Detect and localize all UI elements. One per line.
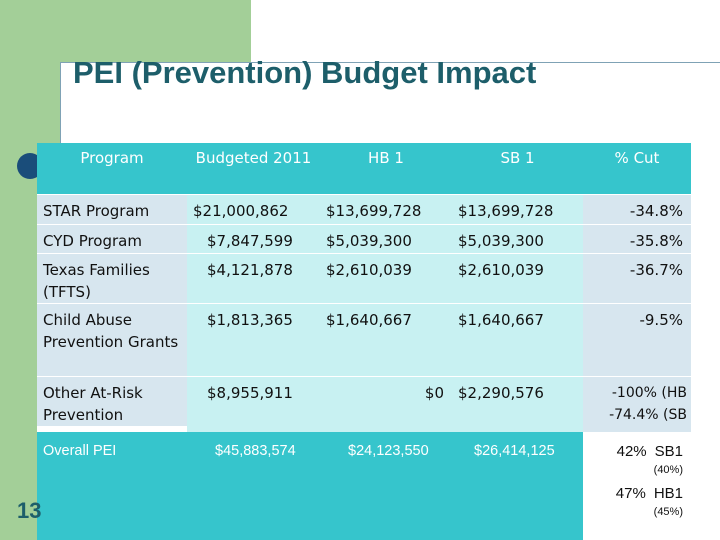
table-rule	[37, 303, 691, 304]
table-cell-budgeted: $8,955,911	[187, 376, 320, 426]
table-cell-budgeted: $7,847,599	[187, 224, 320, 253]
table-cell-budgeted: $1,813,365	[187, 303, 320, 376]
total-budgeted: $45,883,574	[187, 432, 320, 540]
sb1-cut-pct: 42%	[616, 443, 647, 460]
table-gap	[37, 426, 187, 432]
table-rule	[37, 194, 691, 195]
hb1-cut-label: HB1	[653, 485, 683, 502]
total-cut: 42% SB1 (40%) 47% HB1 (45%)	[583, 432, 691, 540]
hb1-cut-note: (45%)	[653, 506, 683, 518]
slide-title: PEI (Prevention) Budget Impact	[73, 55, 537, 90]
table-spacer	[452, 426, 583, 432]
sb1-cut-label: SB1	[654, 443, 683, 460]
table-cell-sb1: $2,610,039	[452, 253, 583, 303]
table-cell-cut: -100% (HB -74.4% (SB	[583, 376, 691, 426]
table-cell-program: Child Abuse Prevention Grants	[37, 303, 187, 376]
table-cell-cut: -9.5%	[583, 303, 691, 376]
slide-number: 13	[17, 498, 42, 523]
table-cell-program: Texas Families (TFTS)	[37, 253, 187, 303]
table-cell-budgeted: $4,121,878	[187, 253, 320, 303]
decor-rule-vertical	[60, 62, 61, 150]
table-rule	[37, 253, 691, 254]
table-rule	[37, 376, 691, 377]
table-spacer	[320, 426, 452, 432]
table-cell-hb1: $5,039,300	[320, 224, 452, 253]
header-cut: % Cut	[583, 143, 691, 194]
table-cell-cut: -35.8%	[583, 224, 691, 253]
table-cell-program: CYD Program	[37, 224, 187, 253]
table-cell-hb1: $13,699,728	[320, 194, 452, 224]
table-spacer	[187, 426, 320, 432]
table-cell-sb1: $13,699,728	[452, 194, 583, 224]
table-spacer	[583, 426, 691, 432]
header-hb1: HB 1	[320, 143, 452, 194]
table-cell-hb1: $0	[320, 376, 452, 426]
total-hb1: $24,123,550	[320, 432, 452, 540]
table-cell-program: Other At-Risk Prevention	[37, 376, 187, 426]
table-cell-hb1: $1,640,667	[320, 303, 452, 376]
table-cell-sb1: $5,039,300	[452, 224, 583, 253]
total-sb1: $26,414,125	[452, 432, 583, 540]
table-cell-sb1: $1,640,667	[452, 303, 583, 376]
table-cell-budgeted: $21,000,862	[187, 194, 320, 224]
header-program: Program	[37, 143, 187, 194]
header-budgeted: Budgeted 2011	[187, 143, 320, 194]
table-cell-sb1: $2,290,576	[452, 376, 583, 426]
header-sb1: SB 1	[452, 143, 583, 194]
table-cell-cut: -36.7%	[583, 253, 691, 303]
total-program: Overall PEI	[37, 432, 187, 540]
decor-rule	[60, 62, 720, 63]
table-cell-cut: -34.8%	[583, 194, 691, 224]
hb1-cut-pct: 47%	[615, 485, 646, 502]
table-cell-program: STAR Program	[37, 194, 187, 224]
sb1-cut-note: (40%)	[653, 464, 683, 476]
table-cell-hb1: $2,610,039	[320, 253, 452, 303]
title-area	[61, 63, 720, 150]
table-rule	[37, 224, 691, 225]
